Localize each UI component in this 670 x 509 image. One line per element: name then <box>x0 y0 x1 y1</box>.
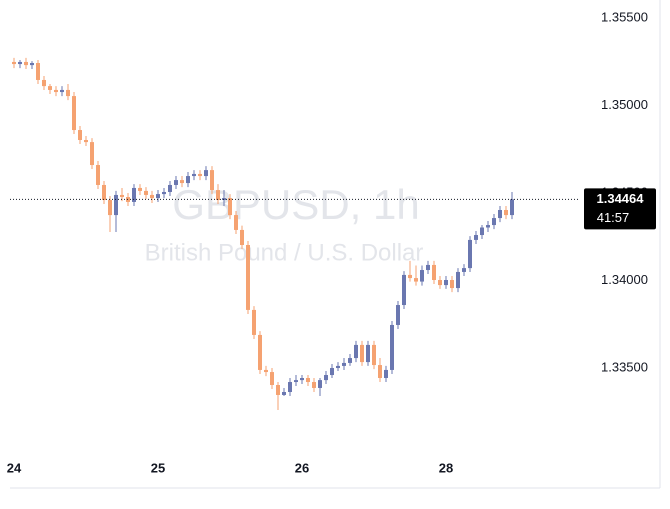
candle-body <box>396 305 400 325</box>
candle-body <box>300 378 304 381</box>
candle-body <box>162 191 166 195</box>
candle-body <box>120 194 124 198</box>
candle-body <box>342 362 346 366</box>
candle-body <box>432 264 436 280</box>
candle-body <box>390 324 394 370</box>
candle-body <box>48 86 52 90</box>
candle-body <box>348 358 352 363</box>
candle-body <box>306 378 310 383</box>
candle-body <box>78 130 82 140</box>
candle-body <box>474 235 478 240</box>
candle-body <box>54 89 58 93</box>
candle-body <box>312 382 316 388</box>
countdown-label: 41:57 <box>597 210 630 225</box>
candle-body <box>114 194 118 216</box>
candle-body <box>204 170 208 177</box>
candle-body <box>72 96 76 131</box>
candle-body <box>66 89 70 97</box>
candle-body <box>450 280 454 289</box>
y-tick-label: 1.35500 <box>601 9 648 24</box>
candle-body <box>366 344 370 363</box>
y-tick-label: 1.35000 <box>601 97 648 112</box>
candle-body <box>174 180 178 185</box>
candle-body <box>318 380 322 388</box>
candle-body <box>246 245 250 310</box>
candle-body <box>18 61 22 65</box>
candle-body <box>156 194 160 199</box>
candle-body <box>282 392 286 395</box>
candle-body <box>168 184 172 192</box>
candle-body <box>414 278 418 282</box>
candle-body <box>444 280 448 286</box>
candle-body <box>324 375 328 381</box>
candle-body <box>288 382 292 392</box>
candle-body <box>42 79 46 87</box>
watermark-subtitle: British Pound / U.S. Dollar <box>145 239 424 266</box>
candle-body <box>330 368 334 376</box>
candle-body <box>402 274 406 306</box>
candle-body <box>468 239 472 269</box>
candle-body <box>492 218 496 226</box>
candle-body <box>240 229 244 245</box>
candle-body <box>24 61 28 66</box>
candle-body <box>510 199 514 216</box>
candle-body <box>480 227 484 236</box>
candle-body <box>150 194 154 199</box>
x-tick-label: 26 <box>295 460 309 475</box>
candle-body <box>408 274 412 279</box>
candle-body <box>84 140 88 143</box>
x-tick-label: 25 <box>151 460 165 475</box>
candle-body <box>36 63 40 80</box>
candle-body <box>252 309 256 335</box>
candle-body <box>216 190 220 201</box>
x-tick-label: 28 <box>439 460 453 475</box>
candle-body <box>228 198 232 216</box>
candle-body <box>372 344 376 366</box>
candle-body <box>498 210 502 219</box>
candle-body <box>60 89 64 93</box>
candle-body <box>132 187 136 202</box>
last-price-label: 1.34464 <box>597 191 645 206</box>
candle-body <box>258 334 262 370</box>
y-tick-label: 1.33500 <box>601 359 648 374</box>
candle-body <box>378 365 382 378</box>
candle-body <box>426 264 430 271</box>
candle-body <box>270 372 274 385</box>
candle-body <box>90 142 94 166</box>
candle-body <box>96 165 100 185</box>
candle-body <box>210 170 214 191</box>
watermark-title: GBPUSD, 1h <box>172 181 419 228</box>
candle-body <box>354 344 358 359</box>
candle-body <box>294 380 298 383</box>
candle-body <box>360 344 364 363</box>
candle-body <box>276 385 280 395</box>
candle-body <box>456 271 460 289</box>
candle-body <box>180 180 184 184</box>
candle-body <box>438 280 442 286</box>
candle-body <box>198 173 202 177</box>
candle-body <box>192 173 196 177</box>
candle-body <box>108 200 112 216</box>
candle-body <box>138 187 142 191</box>
y-tick-label: 1.34000 <box>601 272 648 287</box>
price-label-box <box>584 188 656 230</box>
candle-body <box>384 369 388 378</box>
candle-body <box>486 225 490 228</box>
candle-body <box>30 63 34 66</box>
candle-body <box>144 190 148 195</box>
candle-body <box>336 365 340 369</box>
candle-body <box>462 268 466 272</box>
candle-body <box>186 176 190 184</box>
x-tick-label: 24 <box>7 460 22 475</box>
candle-body <box>234 215 238 230</box>
candle-body <box>504 210 508 216</box>
candle-body <box>264 369 268 373</box>
candle-body <box>420 270 424 282</box>
candle-body <box>12 61 16 65</box>
candle-body <box>102 184 106 201</box>
